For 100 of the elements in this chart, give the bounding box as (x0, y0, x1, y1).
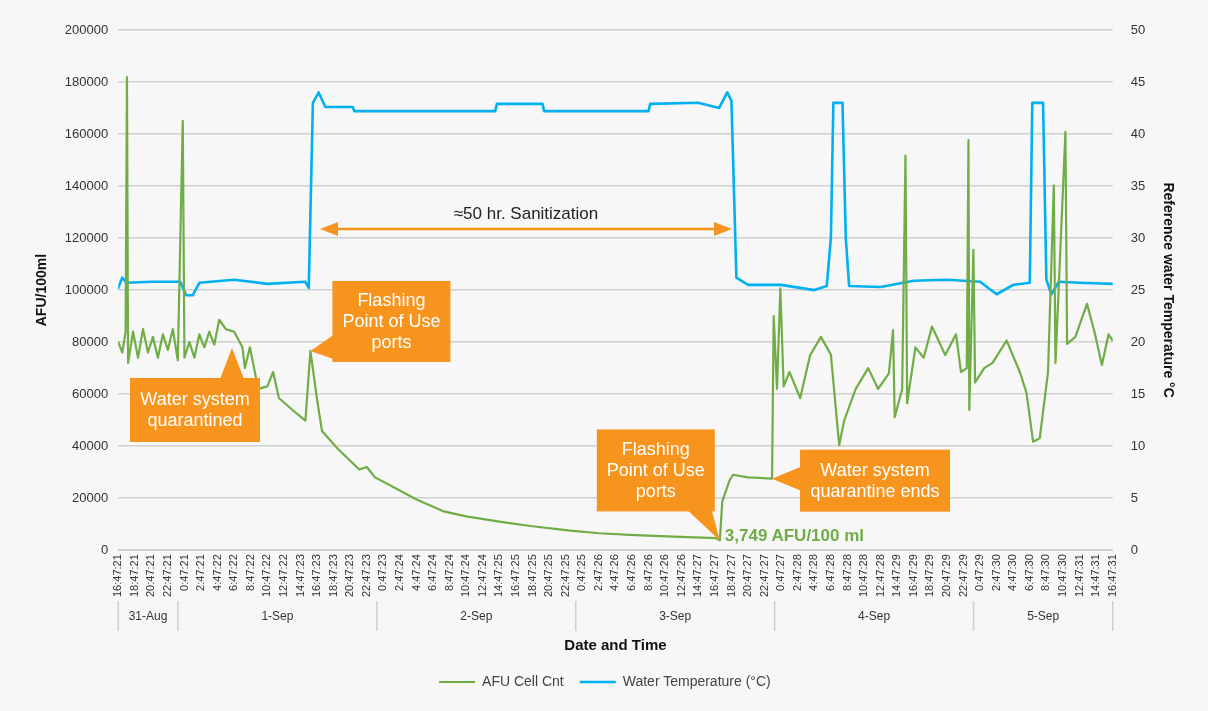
x-tick-label: 0:47:25 (575, 554, 588, 591)
x-tick-label: 16:47:27 (707, 554, 720, 598)
annotation: ≈50 hr. Sanitization (453, 204, 599, 224)
y2-axis-title: Reference water Temperature °C (1160, 182, 1177, 398)
y-tick-label: 140000 (64, 177, 109, 193)
annotation: Flashing Point of Use ports (341, 289, 442, 353)
x-tick-label: 8:47:30 (1039, 554, 1052, 591)
x-tick-label: 20:47:27 (741, 554, 754, 598)
x-tick-label: 16:47:29 (906, 554, 919, 598)
x-tick-label: 14:47:29 (890, 554, 903, 598)
x-tick-label: 14:47:27 (691, 554, 704, 598)
x-tick-label: 4:47:22 (210, 554, 223, 591)
x-tick-label: 16:47:31 (1105, 554, 1118, 598)
x-tick-label: 2:47:28 (790, 554, 803, 591)
x-tick-label: 0:47:21 (177, 554, 190, 591)
x-tick-label: 12:47:22 (276, 554, 289, 598)
x-tick-label: 18:47:23 (326, 554, 339, 598)
y2-tick-label: 10 (1130, 437, 1146, 453)
y2-tick-label: 15 (1130, 385, 1146, 401)
y-axis-title: AFU/100ml (33, 253, 50, 327)
text: 3-Sep (659, 609, 692, 623)
x-tick-label: 4:47:28 (807, 554, 820, 591)
x-tick-label: 8:47:28 (840, 554, 853, 591)
y2-tick-label: 0 (1130, 541, 1138, 557)
x-tick-label: 20:47:21 (144, 554, 157, 598)
y-tick-label: 100000 (64, 281, 109, 297)
x-tick-label: 2:47:24 (393, 554, 405, 591)
legend-label: AFU Cell Cnt (482, 672, 564, 689)
x-tick-label: 18:47:21 (127, 554, 140, 598)
annotation: Water system quarantine ends (809, 459, 941, 502)
y-tick-label: 200000 (64, 21, 109, 37)
x-tick-label: 20:47:25 (542, 554, 555, 598)
y2-tick-label: 25 (1130, 281, 1146, 297)
x-tick-label: 16:47:21 (111, 554, 124, 598)
x-tick-label: 8:47:26 (641, 554, 654, 591)
x-tick-label: 12:47:31 (1072, 554, 1085, 598)
x-tick-label: 22:47:27 (757, 554, 770, 598)
text: 5-Sep (1027, 609, 1060, 623)
x-tick-label: 10:47:26 (658, 554, 671, 598)
x-tick-label: 2:47:30 (989, 554, 1002, 591)
x-tick-label: 6:47:24 (426, 554, 439, 591)
x-tick-label: 0:47:29 (973, 554, 986, 591)
x-tick-label: 6:47:26 (625, 554, 638, 591)
x-tick-label: 20:47:23 (343, 554, 356, 598)
x-axis-title: Date and Time (564, 636, 667, 654)
x-tick-label: 8:47:24 (442, 554, 455, 591)
annotation: Flashing Point of Use ports (605, 438, 706, 502)
x-tick-label: 6:47:30 (1022, 554, 1035, 591)
x-tick-label: 4:47:26 (608, 554, 621, 591)
x-tick-label: 2:47:26 (591, 554, 604, 591)
y2-tick-label: 35 (1130, 177, 1146, 193)
x-tick-label: 16:47:25 (509, 554, 522, 598)
y2-tick-label: 50 (1130, 21, 1146, 37)
x-tick-label: 2:47:21 (194, 554, 207, 591)
y-tick-label: 120000 (64, 229, 109, 245)
x-tick-label: 8:47:22 (243, 554, 256, 591)
y2-tick-label: 5 (1130, 489, 1138, 505)
x-tick-label: 12:47:24 (475, 554, 488, 598)
text: 1-Sep (261, 609, 294, 623)
y-tick-label: 20000 (72, 489, 109, 505)
y2-tick-label: 30 (1130, 229, 1146, 245)
y-tick-label: 60000 (72, 385, 109, 401)
x-tick-label: 0:47:23 (376, 554, 389, 591)
x-tick-label: 10:47:24 (459, 554, 472, 598)
x-tick-label: 22:47:25 (558, 554, 571, 598)
y2-tick-label: 40 (1130, 125, 1146, 141)
x-tick-label: 4:47:30 (1006, 554, 1019, 591)
legend-label: Water Temperature (°C) (622, 672, 771, 689)
x-tick-label: 22:47:21 (160, 554, 173, 598)
x-tick-label: 18:47:29 (923, 554, 936, 598)
y2-tick-label: 45 (1130, 73, 1146, 89)
x-tick-label: 22:47:23 (359, 554, 372, 598)
annotation: 3,749 AFU/100 ml (724, 526, 865, 547)
text: 2-Sep (460, 609, 493, 623)
text: 31-Aug (128, 609, 168, 623)
x-tick-label: 10:47:28 (857, 554, 870, 598)
x-tick-label: 10:47:30 (1056, 554, 1069, 598)
x-tick-label: 6:47:22 (227, 554, 240, 591)
y2-tick-label: 20 (1130, 333, 1146, 349)
text: 4-Sep (858, 609, 891, 623)
x-tick-label: 18:47:27 (724, 554, 737, 598)
y-tick-label: 180000 (64, 73, 109, 89)
y-tick-label: 0 (100, 541, 109, 557)
x-tick-label: 10:47:22 (260, 554, 273, 598)
x-tick-label: 18:47:25 (525, 554, 538, 598)
annotation: Water system quarantined (139, 389, 251, 431)
x-tick-label: 14:47:25 (492, 554, 505, 598)
x-tick-label: 6:47:28 (823, 554, 836, 591)
x-tick-label: 0:47:27 (774, 554, 787, 591)
y-tick-label: 160000 (64, 125, 109, 141)
x-tick-label: 22:47:29 (956, 554, 969, 598)
x-tick-label: 14:47:31 (1089, 554, 1102, 598)
x-tick-label: 12:47:26 (674, 554, 687, 598)
y-tick-label: 40000 (72, 437, 109, 453)
x-tick-label: 4:47:24 (409, 554, 422, 591)
x-tick-label: 14:47:23 (293, 554, 306, 598)
x-tick-label: 20:47:29 (940, 554, 953, 598)
x-tick-label: 12:47:28 (873, 554, 886, 598)
y-tick-label: 80000 (72, 333, 109, 349)
x-tick-label: 16:47:23 (310, 554, 323, 598)
